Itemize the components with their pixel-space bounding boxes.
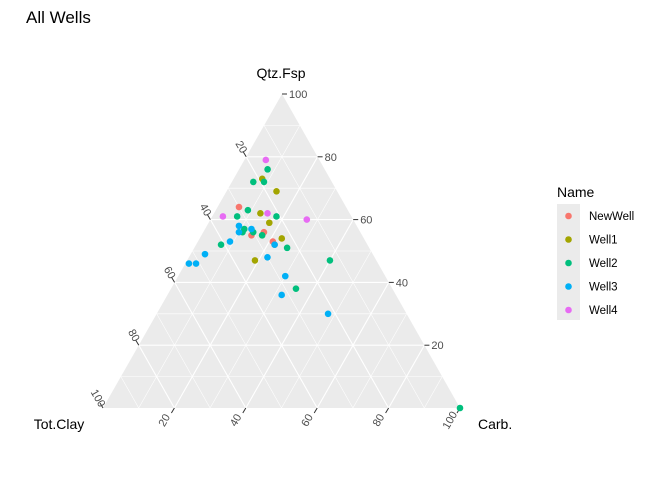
tick-label-clay: 60: [161, 265, 178, 282]
data-point-well3: [201, 250, 209, 258]
grid-line-clay: [228, 188, 354, 409]
data-point-well2: [326, 257, 334, 264]
grid-line-clay: [263, 125, 425, 409]
grid-line-carb: [316, 282, 390, 409]
data-point-well3: [226, 238, 234, 245]
axis-label-top: Qtz.Fsp: [256, 65, 305, 81]
tick-label-carb: 60: [299, 412, 316, 429]
data-point-well3: [278, 291, 285, 299]
data-point-well3: [248, 225, 255, 233]
tick-mark-clay: [242, 151, 247, 158]
grid-line-clay: [192, 250, 282, 409]
data-point-well2: [283, 244, 291, 252]
grid-line-carb: [281, 250, 372, 409]
data-point-well3: [264, 253, 271, 261]
data-point-well2: [244, 206, 252, 214]
tick-mark-clay: [206, 214, 211, 220]
data-point-well2: [273, 213, 280, 220]
data-point-well1: [257, 210, 264, 217]
data-point-well3: [192, 260, 200, 267]
data-point-well2: [258, 232, 266, 239]
data-point-well2: [250, 178, 257, 186]
data-point-well1: [251, 257, 259, 264]
data-point-well1: [266, 219, 273, 227]
data-point-well4: [264, 210, 271, 217]
tick-mark-clay: [171, 277, 176, 283]
legend-label-well4: Well4: [589, 305, 618, 317]
tick-label-carb: 40: [228, 412, 245, 429]
data-point-well2: [217, 241, 225, 249]
tick-mark-clay: [135, 339, 140, 346]
data-point-well2: [233, 213, 241, 220]
tick-mark-carb: [170, 407, 175, 414]
legend-label-well2: Well2: [589, 258, 618, 270]
legend-key-well3: [565, 283, 572, 290]
tick-mark-carb: [242, 407, 247, 414]
data-point-well2: [260, 178, 268, 186]
legend-key-well4: [565, 306, 572, 314]
axis-label-left: Tot.Clay: [34, 416, 85, 432]
data-point-newwell: [235, 203, 243, 211]
legend-label-newwell: NewWell: [589, 211, 634, 223]
data-point-well4: [219, 213, 227, 220]
tick-mark-carb: [385, 407, 390, 414]
grid-line-carb: [138, 125, 301, 409]
data-point-well3: [271, 241, 278, 249]
legend: Name NewWell Well1 Well2 Well3 Well4: [557, 184, 634, 320]
data-point-well2: [456, 404, 464, 412]
tick-label-qtz: 60: [360, 215, 372, 227]
legend-key-newwell: [565, 212, 572, 220]
tick-labels-qtz: 20 40 60 80 100: [289, 89, 444, 352]
data-point-well1: [278, 235, 286, 242]
grid-line-clay: [174, 282, 247, 409]
data-point-well3: [235, 228, 243, 236]
tick-label-qtz: 100: [289, 89, 307, 101]
legend-items: NewWell Well1 Well2 Well3 Well4: [565, 211, 634, 317]
tick-label-carb: 80: [371, 412, 388, 429]
legend-label-well3: Well3: [589, 282, 618, 294]
tick-marks: [99, 93, 461, 414]
data-point-well3: [185, 260, 193, 267]
tick-label-clay: 80: [125, 327, 142, 344]
legend-key-well2: [565, 259, 572, 267]
grid-line-clay: [156, 313, 211, 409]
chart-title: All Wells: [26, 8, 91, 27]
tick-label-qtz: 40: [396, 277, 408, 289]
grid-line-carb: [424, 376, 443, 409]
tick-label-qtz: 80: [325, 152, 337, 164]
tick-mark-carb: [313, 407, 318, 414]
axis-label-right: Carb.: [478, 416, 512, 432]
tick-mark-clay: [99, 402, 104, 409]
data-point-well3: [281, 272, 289, 280]
grid-line-carb: [209, 188, 336, 409]
tick-label-carb: 20: [157, 412, 174, 429]
tick-label-qtz: 20: [431, 340, 443, 352]
legend-key-well1: [565, 236, 572, 243]
tick-label-clay: 20: [233, 139, 250, 156]
data-point-well4: [303, 216, 311, 223]
data-point-well4: [262, 156, 270, 164]
legend-label-well1: Well1: [589, 235, 618, 247]
grid-minor: [120, 125, 443, 409]
data-point-well2: [264, 166, 271, 173]
legend-title: Name: [557, 184, 595, 200]
data-point-well1: [273, 188, 280, 195]
data-point-well3: [324, 310, 332, 318]
tick-label-clay: 40: [197, 202, 214, 219]
data-points: [185, 156, 464, 412]
data-point-well2: [292, 285, 300, 292]
data-point-well3: [235, 222, 243, 230]
tick-labels-carb: 20 40 60 80 100: [157, 410, 461, 432]
grid-line-carb: [352, 313, 407, 409]
grid-line-clay: [120, 376, 139, 409]
